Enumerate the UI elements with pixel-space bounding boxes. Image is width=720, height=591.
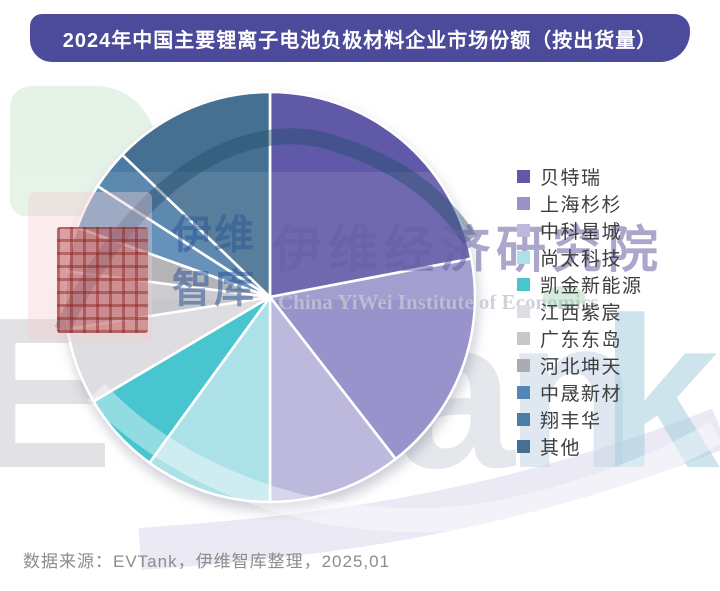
legend-label: 河北坤天: [540, 357, 623, 378]
pie-slices-group: [63, 90, 477, 504]
watermark-swoosh-lavender: [138, 408, 720, 570]
legend-item: 中科星城: [517, 217, 643, 244]
pie-slice-11: [121, 90, 272, 299]
pie-slice-1: [268, 90, 473, 299]
legend-label: 尚太科技: [540, 249, 623, 270]
legend-label: 上海杉杉: [540, 195, 623, 216]
pie-slice-2: [268, 257, 477, 461]
legend-item: 广东东岛: [517, 325, 643, 352]
legend-label: 凯金新能源: [540, 276, 643, 297]
legend-label: 贝特瑞: [540, 168, 602, 189]
legend-label: 江西紫宸: [540, 303, 623, 324]
legend-swatch: [517, 413, 530, 426]
legend-swatch: [517, 197, 530, 210]
legend-item: 江西紫宸: [517, 298, 643, 325]
legend-item: 中晟新材: [517, 379, 643, 406]
chart-legend: 贝特瑞上海杉杉中科星城尚太科技凯金新能源江西紫宸广东东岛河北坤天中晟新材翔丰华其…: [517, 163, 643, 460]
legend-swatch: [517, 170, 530, 183]
legend-label: 其他: [540, 438, 582, 459]
legend-item: 贝特瑞: [517, 163, 643, 190]
legend-label: 广东东岛: [540, 330, 623, 351]
legend-swatch: [517, 224, 530, 237]
title-bar: 2024年中国主要锂离子电池负极材料企业市场份额（按出货量）: [30, 14, 690, 62]
legend-label: 中晟新材: [540, 384, 623, 405]
watermark-letter-k: k: [600, 272, 720, 513]
pie-slice-3: [268, 295, 397, 504]
legend-swatch: [517, 440, 530, 453]
legend-label: 中科星城: [540, 222, 623, 243]
legend-swatch: [517, 278, 530, 291]
legend-item: 其他: [517, 433, 643, 460]
source-note: 数据来源：EVTank，伊维智库整理，2025,01: [23, 552, 391, 571]
legend-swatch: [517, 332, 530, 345]
legend-item: 河北坤天: [517, 352, 643, 379]
legend-swatch: [517, 251, 530, 264]
page-title: 2024年中国主要锂离子电池负极材料企业市场份额（按出货量）: [62, 29, 658, 52]
legend-swatch: [517, 386, 530, 399]
pie-slice-4: [148, 295, 272, 504]
legend-label: 翔丰华: [540, 411, 602, 432]
legend-item: 翔丰华: [517, 406, 643, 433]
legend-item: 凯金新能源: [517, 271, 643, 298]
legend-swatch: [517, 305, 530, 318]
legend-item: 尚太科技: [517, 244, 643, 271]
legend-swatch: [517, 359, 530, 372]
legend-item: 上海杉杉: [517, 190, 643, 217]
